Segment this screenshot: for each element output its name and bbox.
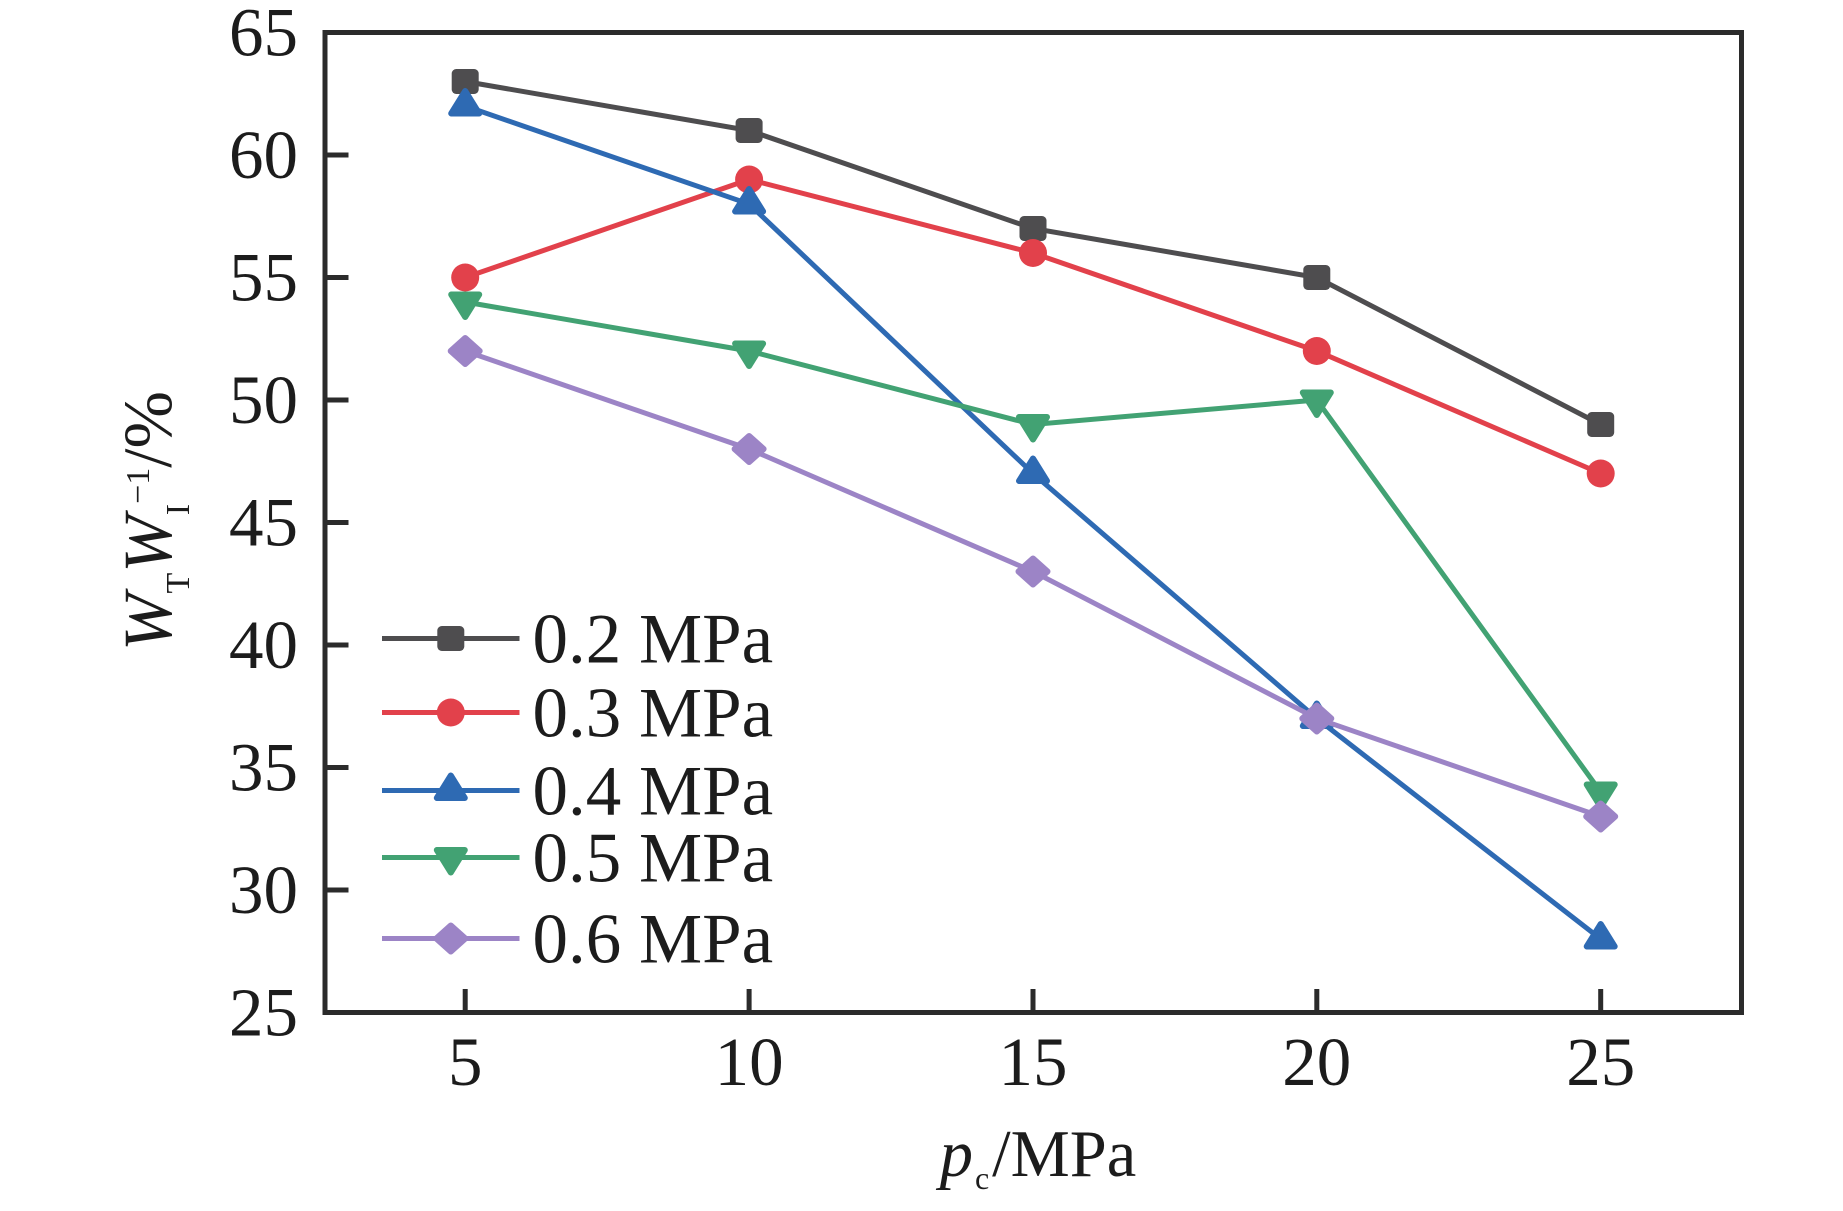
- svg-text:30: 30: [229, 852, 298, 928]
- svg-text:15: 15: [999, 1024, 1068, 1100]
- svg-text:25: 25: [229, 975, 298, 1051]
- svg-text:0.3 MPa: 0.3 MPa: [533, 675, 774, 753]
- svg-text:pc/MPa: pc/MPa: [936, 1118, 1137, 1196]
- svg-text:WTWI−1/%: WTWI−1/%: [110, 391, 197, 651]
- svg-text:0.4 MPa: 0.4 MPa: [533, 753, 774, 831]
- svg-text:0.6 MPa: 0.6 MPa: [533, 901, 774, 979]
- svg-text:40: 40: [229, 607, 298, 683]
- svg-text:65: 65: [229, 0, 298, 71]
- svg-text:10: 10: [715, 1024, 784, 1100]
- svg-text:35: 35: [229, 730, 298, 806]
- svg-text:0.2 MPa: 0.2 MPa: [533, 601, 774, 679]
- svg-text:5: 5: [448, 1024, 483, 1100]
- svg-text:25: 25: [1566, 1024, 1635, 1100]
- svg-text:20: 20: [1282, 1024, 1351, 1100]
- svg-text:55: 55: [229, 240, 298, 316]
- svg-text:45: 45: [229, 485, 298, 561]
- svg-text:50: 50: [229, 362, 298, 438]
- svg-text:0.5 MPa: 0.5 MPa: [533, 820, 774, 898]
- svg-text:60: 60: [229, 117, 298, 193]
